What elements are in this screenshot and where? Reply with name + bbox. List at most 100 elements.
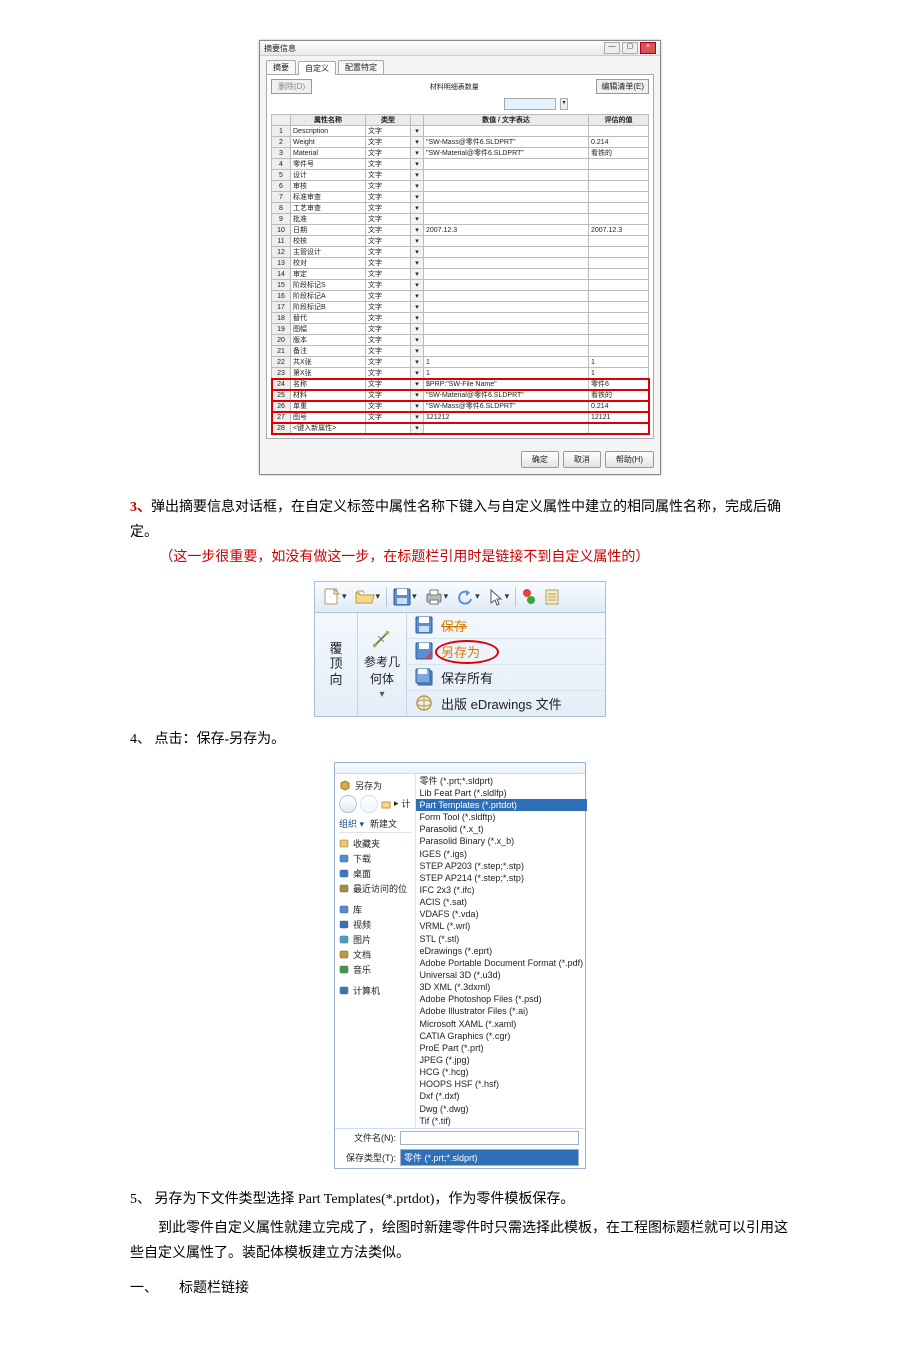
table-row[interactable]: 23第X张文字▾11 bbox=[272, 368, 649, 379]
row-expr[interactable] bbox=[424, 214, 589, 225]
file-type-option[interactable]: STEP AP214 (*.step;*.stp) bbox=[416, 872, 588, 884]
row-type[interactable]: 文字 bbox=[366, 324, 411, 335]
open-file-button[interactable]: ▾ bbox=[353, 586, 383, 608]
row-name[interactable]: 单重 bbox=[291, 401, 366, 412]
tree-item[interactable]: 库 bbox=[339, 902, 411, 917]
file-type-option[interactable]: Dwg (*.dwg) bbox=[416, 1103, 588, 1115]
row-type[interactable]: 文字 bbox=[366, 159, 411, 170]
file-type-option[interactable]: Tif (*.tif) bbox=[416, 1115, 588, 1127]
row-type-dropdown-icon[interactable]: ▾ bbox=[411, 137, 424, 148]
table-row[interactable]: 19图幅文字▾ bbox=[272, 324, 649, 335]
row-type-dropdown-icon[interactable]: ▾ bbox=[411, 181, 424, 192]
file-type-option[interactable]: Universal 3D (*.u3d) bbox=[416, 969, 588, 981]
row-type[interactable]: 文字 bbox=[366, 313, 411, 324]
row-type[interactable]: 文字 bbox=[366, 401, 411, 412]
row-type[interactable]: 文字 bbox=[366, 236, 411, 247]
file-type-option[interactable]: eDrawings (*.eprt) bbox=[416, 945, 588, 957]
tab-summary[interactable]: 摘要 bbox=[266, 60, 296, 74]
row-type[interactable]: 文字 bbox=[366, 280, 411, 291]
table-row[interactable]: 7标准审查文字▾ bbox=[272, 192, 649, 203]
row-type[interactable]: 文字 bbox=[366, 335, 411, 346]
row-type[interactable]: 文字 bbox=[366, 258, 411, 269]
row-name[interactable]: 名称 bbox=[291, 379, 366, 390]
row-expr[interactable] bbox=[424, 302, 589, 313]
row-type-dropdown-icon[interactable]: ▾ bbox=[411, 423, 424, 434]
file-type-option[interactable]: VDAFS (*.vda) bbox=[416, 908, 588, 920]
file-type-option[interactable]: STEP AP203 (*.step;*.stp) bbox=[416, 860, 588, 872]
row-expr[interactable] bbox=[424, 126, 589, 137]
row-name[interactable]: 阶段标记S bbox=[291, 280, 366, 291]
file-type-option[interactable]: IFC 2x3 (*.ifc) bbox=[416, 884, 588, 896]
file-type-option[interactable]: Lib Feat Part (*.sldlfp) bbox=[416, 787, 588, 799]
file-type-option[interactable]: HCG (*.hcg) bbox=[416, 1066, 588, 1078]
row-name[interactable]: 零件号 bbox=[291, 159, 366, 170]
row-type-dropdown-icon[interactable]: ▾ bbox=[411, 313, 424, 324]
row-type-dropdown-icon[interactable]: ▾ bbox=[411, 379, 424, 390]
file-type-option[interactable]: CATIA Graphics (*.cgr) bbox=[416, 1030, 588, 1042]
file-type-option[interactable]: Parasolid (*.x_t) bbox=[416, 823, 588, 835]
row-type-dropdown-icon[interactable]: ▾ bbox=[411, 269, 424, 280]
row-type-dropdown-icon[interactable]: ▾ bbox=[411, 390, 424, 401]
tree-item[interactable]: 文档 bbox=[339, 947, 411, 962]
row-type-dropdown-icon[interactable]: ▾ bbox=[411, 126, 424, 137]
row-expr[interactable] bbox=[424, 346, 589, 357]
row-type-dropdown-icon[interactable]: ▾ bbox=[411, 401, 424, 412]
row-name[interactable]: 材料 bbox=[291, 390, 366, 401]
table-row[interactable]: 5设计文字▾ bbox=[272, 170, 649, 181]
row-expr[interactable] bbox=[424, 291, 589, 302]
row-type-dropdown-icon[interactable]: ▾ bbox=[411, 247, 424, 258]
row-expr[interactable]: 1 bbox=[424, 357, 589, 368]
file-type-option[interactable]: ACIS (*.sat) bbox=[416, 896, 588, 908]
row-type-dropdown-icon[interactable]: ▾ bbox=[411, 368, 424, 379]
new-folder-button[interactable]: 新建文 bbox=[370, 817, 397, 830]
row-type-dropdown-icon[interactable]: ▾ bbox=[411, 346, 424, 357]
file-type-option[interactable]: ProE Part (*.prt) bbox=[416, 1042, 588, 1054]
row-type[interactable] bbox=[366, 423, 411, 434]
row-expr[interactable] bbox=[424, 335, 589, 346]
row-type[interactable]: 文字 bbox=[366, 192, 411, 203]
table-row[interactable]: 20版本文字▾ bbox=[272, 335, 649, 346]
save-button-top[interactable]: ▾ bbox=[391, 586, 419, 608]
file-type-option[interactable]: Parasolid Binary (*.x_b) bbox=[416, 835, 588, 847]
file-type-option[interactable]: 零件 (*.prt;*.sldprt) bbox=[416, 775, 588, 787]
tree-item[interactable]: 图片 bbox=[339, 932, 411, 947]
row-name[interactable]: 校对 bbox=[291, 258, 366, 269]
row-expr[interactable] bbox=[424, 313, 589, 324]
row-expr[interactable] bbox=[424, 258, 589, 269]
row-type-dropdown-icon[interactable]: ▾ bbox=[411, 335, 424, 346]
row-type[interactable]: 文字 bbox=[366, 368, 411, 379]
row-type-dropdown-icon[interactable]: ▾ bbox=[411, 291, 424, 302]
row-name[interactable]: 版本 bbox=[291, 335, 366, 346]
table-row[interactable]: 3Material文字▾"SW-Material@零件6.SLDPRT"看铁的 bbox=[272, 148, 649, 159]
table-row[interactable]: 10日期文字▾2007.12.32007.12.3 bbox=[272, 225, 649, 236]
menu-publish-edrawings[interactable]: 出版 eDrawings 文件 bbox=[407, 691, 605, 716]
row-expr[interactable]: $PRP:"SW-File Name" bbox=[424, 379, 589, 390]
row-name[interactable]: 标准审查 bbox=[291, 192, 366, 203]
row-type-dropdown-icon[interactable]: ▾ bbox=[411, 412, 424, 423]
table-row[interactable]: 2Weight文字▾"SW-Mass@零件6.SLDPRT"0.214 bbox=[272, 137, 649, 148]
nav-fwd-button[interactable] bbox=[360, 795, 378, 813]
table-row[interactable]: 11校核文字▾ bbox=[272, 236, 649, 247]
new-file-button[interactable]: ▾ bbox=[321, 586, 349, 608]
filename-field[interactable] bbox=[400, 1131, 579, 1145]
row-type[interactable]: 文字 bbox=[366, 412, 411, 423]
table-row[interactable]: 28<键入新属性>▾ bbox=[272, 423, 649, 434]
options-button[interactable] bbox=[542, 586, 562, 608]
row-type-dropdown-icon[interactable]: ▾ bbox=[411, 192, 424, 203]
row-name[interactable]: 校核 bbox=[291, 236, 366, 247]
row-type[interactable]: 文字 bbox=[366, 390, 411, 401]
row-type[interactable]: 文字 bbox=[366, 269, 411, 280]
nav-back-button[interactable] bbox=[339, 795, 357, 813]
table-row[interactable]: 9批准文字▾ bbox=[272, 214, 649, 225]
row-name[interactable]: 图号 bbox=[291, 412, 366, 423]
table-row[interactable]: 25材料文字▾"SW-Material@零件6.SLDPRT"看铁的 bbox=[272, 390, 649, 401]
row-expr[interactable] bbox=[424, 324, 589, 335]
row-type[interactable]: 文字 bbox=[366, 137, 411, 148]
tree-item[interactable]: 桌面 bbox=[339, 866, 411, 881]
ok-button[interactable]: 确定 bbox=[521, 451, 559, 468]
material-combo[interactable] bbox=[504, 98, 556, 110]
row-type-dropdown-icon[interactable]: ▾ bbox=[411, 214, 424, 225]
row-expr[interactable]: 1 bbox=[424, 368, 589, 379]
row-expr[interactable] bbox=[424, 423, 589, 434]
file-type-option[interactable]: Part Templates (*.prtdot) bbox=[416, 799, 588, 811]
